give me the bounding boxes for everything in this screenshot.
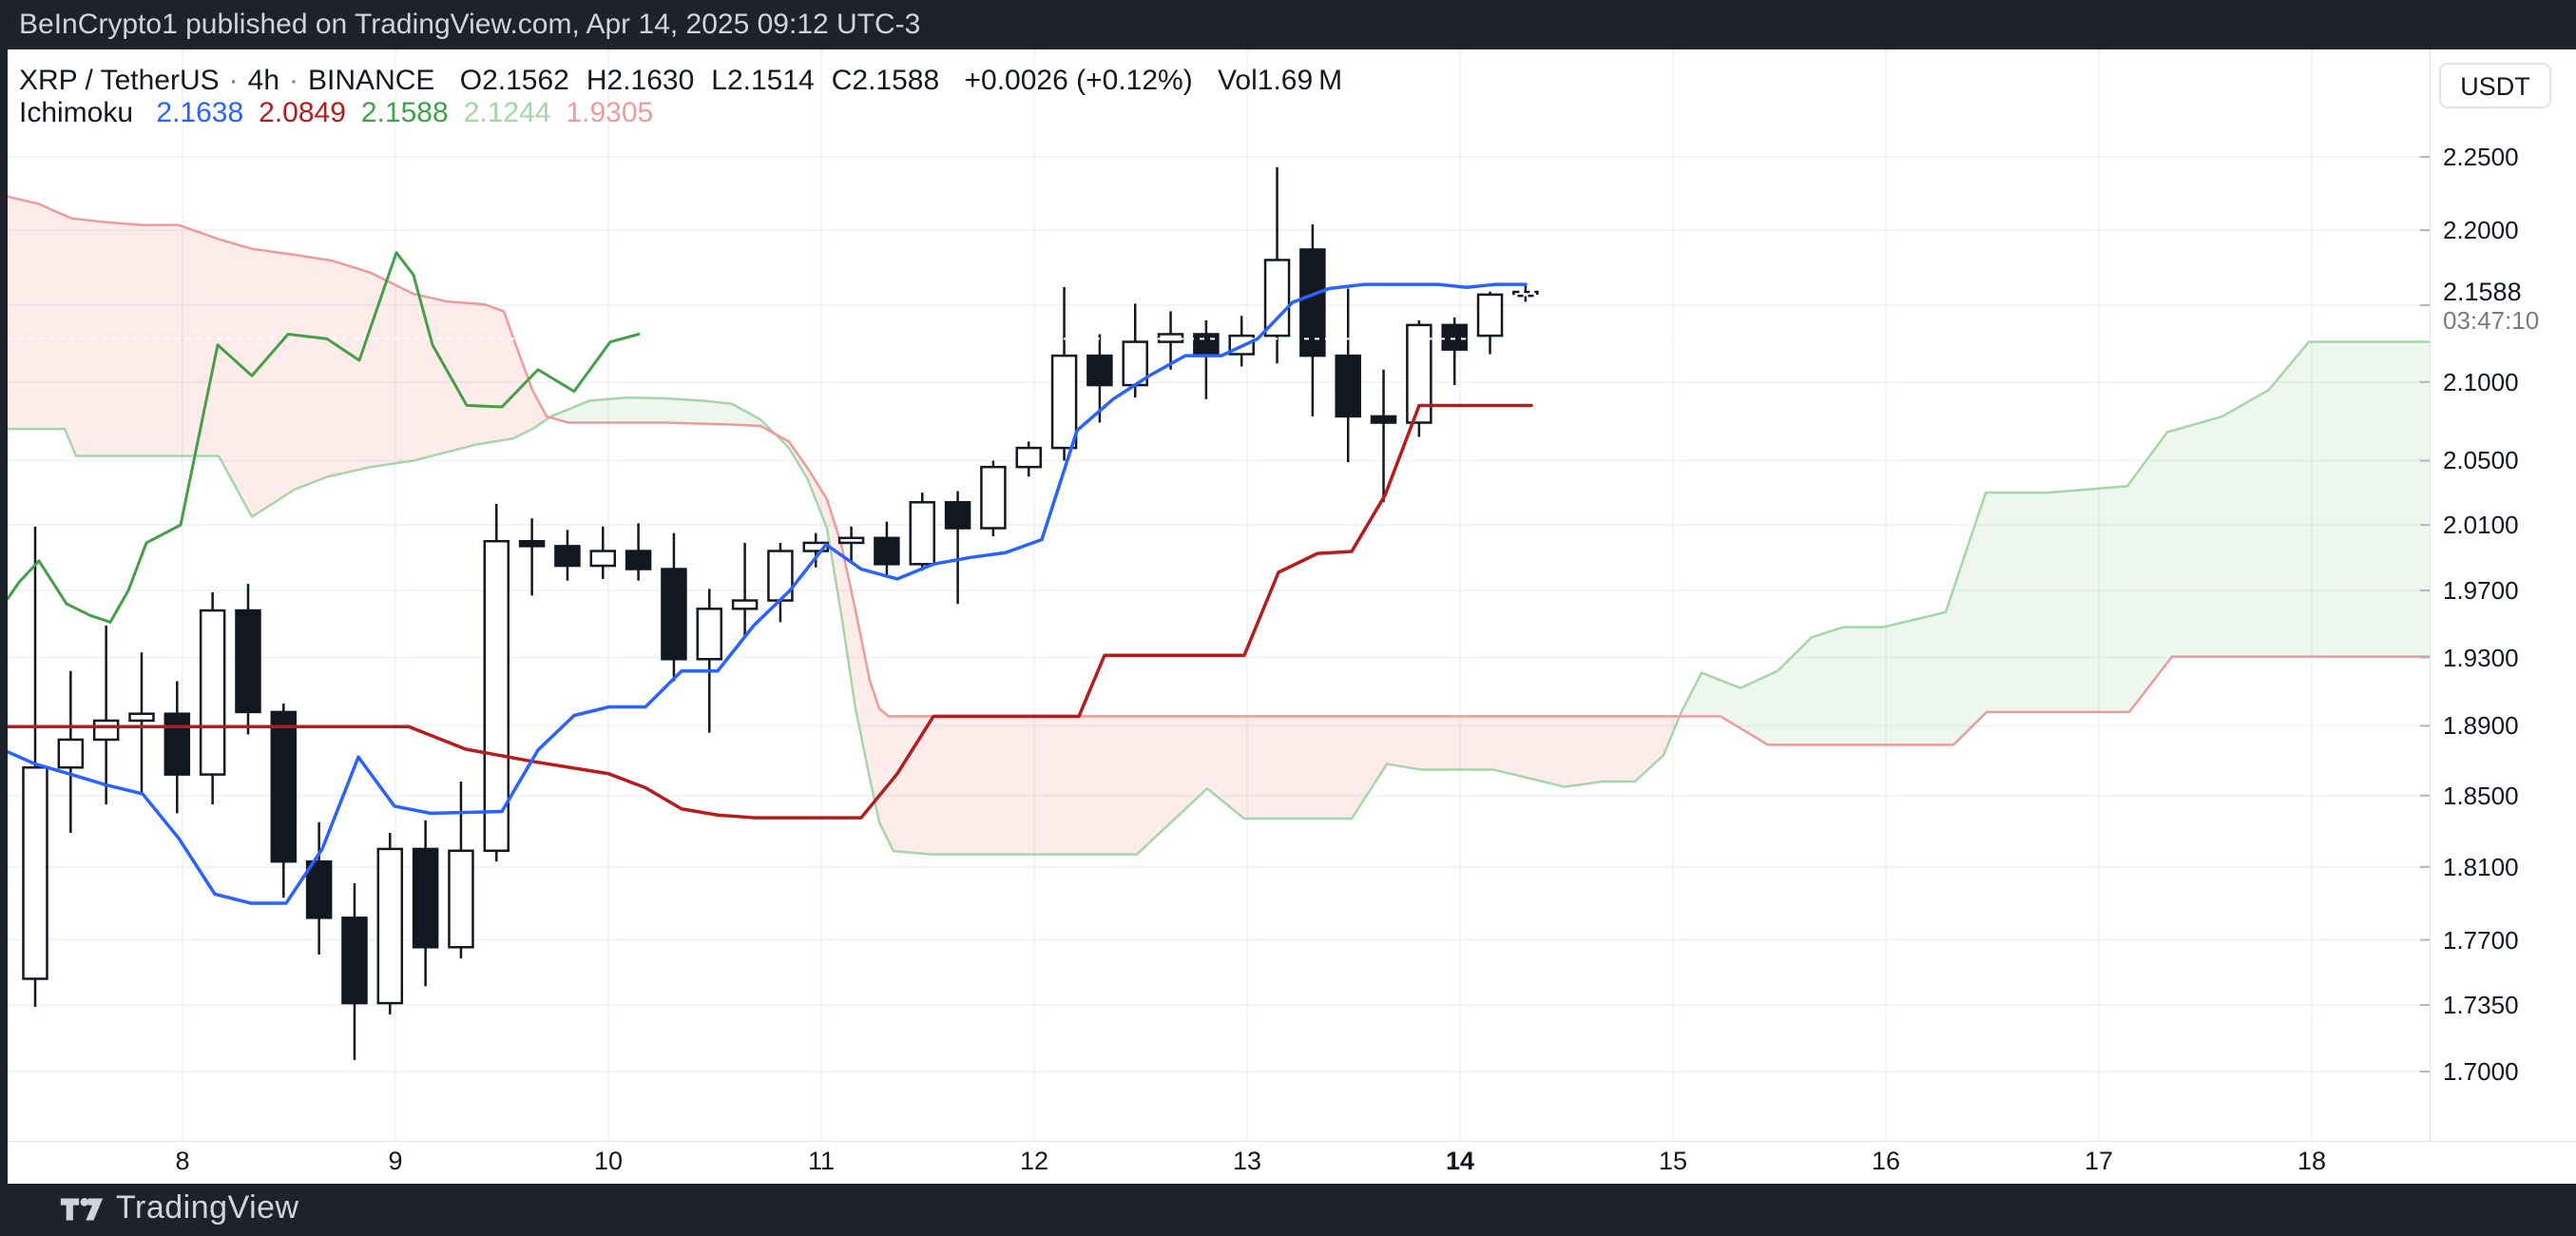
- ohlc-l: L2.1514: [711, 65, 815, 96]
- publish-bar-text: BeInCrypto1 published on TradingView.com…: [19, 9, 921, 40]
- volume-value: 1.69 M: [1257, 65, 1343, 96]
- time-axis-label: 12: [1019, 1147, 1049, 1175]
- time-axis-label: 9: [388, 1147, 403, 1175]
- tradingview-wordmark[interactable]: TradingView: [116, 1189, 299, 1226]
- price-axis-label: 1.8500: [2443, 781, 2519, 810]
- publish-bar: BeInCrypto1 published on TradingView.com…: [0, 0, 2576, 49]
- change-value: +0.0026 (+0.12%): [964, 65, 1193, 96]
- indicator-name[interactable]: Ichimoku: [19, 97, 134, 128]
- volume-label: Vol: [1218, 65, 1258, 96]
- price-axis-label: 2.2000: [2443, 216, 2519, 245]
- time-axis-label: 11: [807, 1147, 836, 1175]
- price-axis-label: 2.0100: [2443, 511, 2519, 540]
- time-axis-label: 18: [2297, 1147, 2327, 1175]
- symbol-name[interactable]: XRP / TetherUS: [19, 65, 220, 96]
- symbol-header: XRP / TetherUS · 4h · BINANCE O2.1562 H2.1630…: [19, 63, 1342, 99]
- time-axis-label: 17: [2084, 1147, 2114, 1175]
- price-axis-label: 2.1000: [2443, 367, 2519, 396]
- ohlc-c: C2.1588: [831, 65, 940, 96]
- price-axis-label: 2.0500: [2443, 446, 2519, 475]
- separator-dot: ·: [289, 65, 299, 96]
- chart-left-border: [0, 49, 8, 1184]
- interval-label[interactable]: 4h: [247, 65, 280, 96]
- last-price-value: 2.1588: [2443, 278, 2522, 306]
- price-axis[interactable]: [2430, 49, 2576, 1141]
- chart-pane[interactable]: [8, 49, 2430, 1141]
- price-axis-label: 1.8900: [2443, 711, 2519, 741]
- bar-countdown: 03:47:10: [2443, 306, 2540, 335]
- price-axis-label: 1.9300: [2443, 643, 2519, 672]
- ichimoku-value: 2.1244: [463, 97, 551, 128]
- ichimoku-value: 2.0849: [259, 97, 346, 128]
- time-axis-label: 10: [593, 1147, 624, 1175]
- price-axis-label: 1.7700: [2443, 925, 2519, 955]
- indicator-values: 2.1638 2.0849 2.1588 2.1244 1.9305: [141, 97, 653, 128]
- ichimoku-value: 1.9305: [566, 97, 654, 128]
- exchange-label: BINANCE: [308, 65, 435, 96]
- price-axis-label: 1.7000: [2443, 1056, 2519, 1086]
- price-axis-label: 2.2500: [2443, 143, 2519, 171]
- separator-dot: ·: [228, 65, 239, 96]
- price-axis-label: 1.8100: [2443, 852, 2519, 881]
- price-axis-label: 1.9700: [2443, 576, 2519, 606]
- time-axis-label: 8: [175, 1147, 190, 1175]
- ohlc-h: H2.1630: [586, 65, 695, 96]
- last-price-label: 2.1588 03:47:10: [2443, 278, 2539, 335]
- ichimoku-value: 2.1638: [156, 97, 244, 128]
- ichimoku-value: 2.1588: [360, 97, 449, 128]
- tradingview-logo-icon[interactable]: [59, 1194, 105, 1225]
- ohlc-values: O2.1562 H2.1630 L2.1514 C2.1588: [460, 65, 956, 96]
- time-axis-label: 15: [1658, 1147, 1688, 1175]
- ohlc-o: O2.1562: [459, 65, 569, 96]
- time-axis-label: 14: [1445, 1147, 1475, 1175]
- ichimoku-legend[interactable]: Ichimoku 2.1638 2.0849 2.1588 2.1244 1.9305: [19, 95, 653, 131]
- time-axis-label: 16: [1871, 1147, 1901, 1175]
- footer-bar: TradingView: [0, 1184, 2576, 1236]
- currency-toggle-button[interactable]: USDT: [2439, 63, 2551, 108]
- time-axis[interactable]: [0, 1141, 2576, 1184]
- time-axis-label: 13: [1232, 1147, 1262, 1175]
- price-axis-label: 1.7350: [2443, 991, 2519, 1020]
